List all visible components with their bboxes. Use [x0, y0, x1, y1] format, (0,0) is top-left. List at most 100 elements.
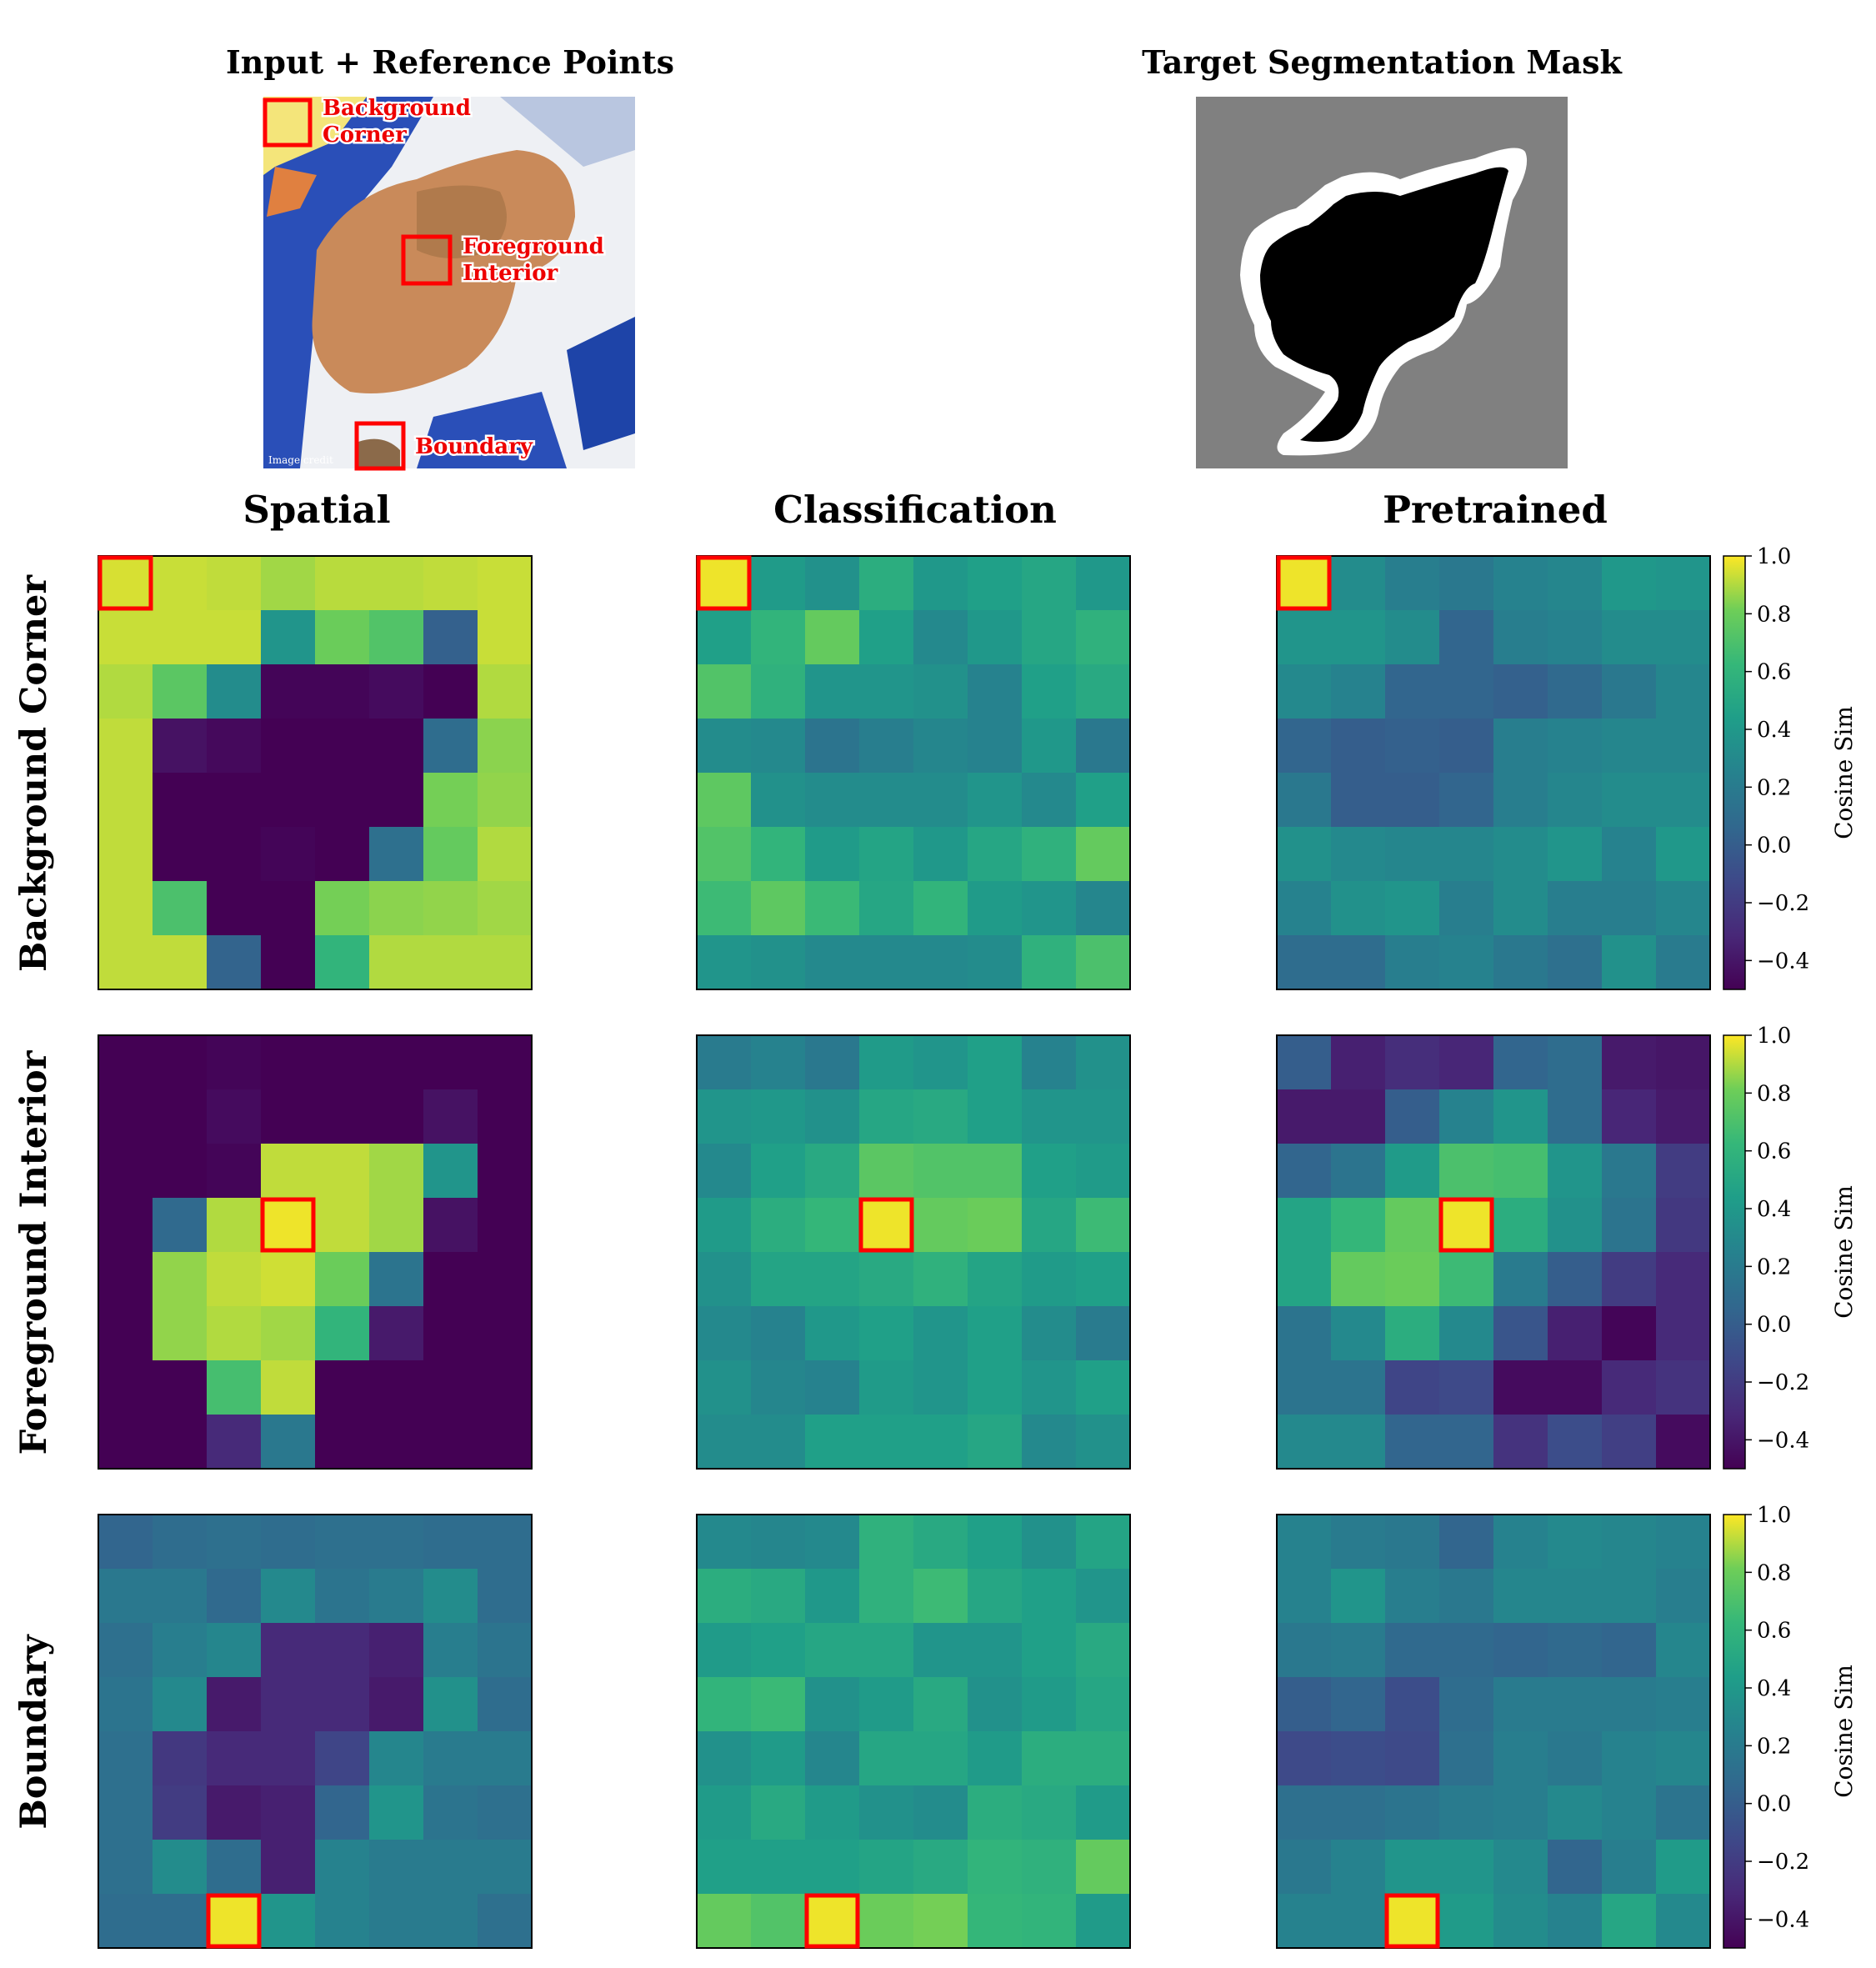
- colorbar-tick-label: −0.4: [1757, 1428, 1809, 1453]
- heatmap-cell: [315, 1035, 370, 1090]
- heatmap-cell: [261, 1198, 316, 1253]
- heatmap-cell: [369, 773, 424, 828]
- image-credit-caption: Image credit: [268, 454, 333, 466]
- heatmap-cell: [859, 719, 914, 774]
- heatmap-cell: [1439, 1306, 1494, 1361]
- colorbar-tick-label: 0.6: [1757, 660, 1791, 685]
- heatmap-cell: [697, 1252, 752, 1307]
- heatmap-cell: [859, 556, 914, 611]
- heatmap-cell: [369, 664, 424, 719]
- heatmap-cell: [913, 773, 968, 828]
- heatmap-cell: [805, 1360, 860, 1415]
- heatmap-cell: [1022, 719, 1077, 774]
- heatmap-cell: [1656, 719, 1711, 774]
- heatmap-cell: [751, 556, 806, 611]
- heatmap-cell: [478, 1144, 533, 1199]
- heatmap-cell: [1493, 1198, 1548, 1253]
- heatmap-cell: [1602, 881, 1657, 936]
- heatmap-cell: [968, 1252, 1023, 1307]
- heatmap-cell: [98, 1785, 153, 1840]
- heatmap-cell: [423, 1306, 478, 1361]
- heatmap-cell: [968, 881, 1023, 936]
- heatmap-cell: [1548, 773, 1603, 828]
- heatmap-cell: [805, 1144, 860, 1199]
- heatmap-cell: [968, 1515, 1023, 1570]
- heatmap-cell: [1022, 1415, 1077, 1470]
- heatmap-cell: [1385, 1623, 1440, 1678]
- heatmap-cell: [805, 881, 860, 936]
- heatmap-cell: [1331, 881, 1386, 936]
- heatmap-cell: [369, 1198, 424, 1253]
- heatmap-cell: [153, 1569, 208, 1624]
- heatmap-cell: [261, 1894, 316, 1949]
- heatmap-cell: [1331, 1785, 1386, 1840]
- reference-cell-highlight: [696, 555, 752, 611]
- heatmap-cell: [98, 1515, 153, 1570]
- heatmap-cell: [423, 1144, 478, 1199]
- heatmap-cell: [1439, 773, 1494, 828]
- heatmap-cell: [207, 935, 262, 990]
- heatmap-cell: [968, 556, 1023, 611]
- heatmap-cell: [1493, 610, 1548, 665]
- heatmap-cell: [859, 1415, 914, 1470]
- colorbar-tick-label: 1.0: [1757, 1024, 1791, 1049]
- heatmap-cell: [1493, 935, 1548, 990]
- heatmap-cell: [98, 1035, 153, 1090]
- heatmap-cell: [1331, 1515, 1386, 1570]
- heatmap-cell: [1656, 1089, 1711, 1144]
- heatmap-cell: [1022, 1144, 1077, 1199]
- heatmap-cell: [1493, 1515, 1548, 1570]
- heatmap-cell: [98, 1894, 153, 1949]
- heatmap-cell: [207, 1677, 262, 1732]
- heatmap-cell: [478, 719, 533, 774]
- colorbar: [1723, 555, 1746, 990]
- reference-cell-highlight: [98, 555, 153, 611]
- heatmap-cell: [1022, 1569, 1077, 1624]
- heatmap-cell: [913, 1415, 968, 1470]
- heatmap-cell: [1548, 935, 1603, 990]
- heatmap-cell: [315, 1785, 370, 1840]
- heatmap-cell: [805, 1894, 860, 1949]
- heatmap-cell: [1022, 1306, 1077, 1361]
- colorbar-tick-label: −0.2: [1757, 1850, 1809, 1875]
- colorbar-tick-label: 0.8: [1757, 1560, 1791, 1585]
- heatmap-cell: [968, 1360, 1023, 1415]
- heatmap-cell: [1385, 1731, 1440, 1786]
- heatmap-cell: [1022, 1894, 1077, 1949]
- heatmap-cell: [697, 881, 752, 936]
- heatmap-cell: [478, 1252, 533, 1307]
- heatmap-cell: [697, 1840, 752, 1895]
- heatmap-cell: [697, 1089, 752, 1144]
- heatmap-cell: [261, 1360, 316, 1415]
- heatmap-cell: [1331, 1198, 1386, 1253]
- heatmap-cell: [1076, 1089, 1131, 1144]
- colorbar-tick-label: 1.0: [1757, 544, 1791, 569]
- heatmap-cell: [751, 1623, 806, 1678]
- heatmap-cell: [1493, 1785, 1548, 1840]
- heatmap-cell: [1656, 773, 1711, 828]
- heatmap-cell: [697, 1415, 752, 1470]
- heatmap-cell: [423, 1840, 478, 1895]
- heatmap-cell: [1385, 1415, 1440, 1470]
- heatmap-cell: [423, 1252, 478, 1307]
- heatmap-cell: [913, 1894, 968, 1949]
- heatmap-cell: [478, 1677, 533, 1732]
- heatmap-cell: [207, 1623, 262, 1678]
- heatmap-cell: [697, 1515, 752, 1570]
- heatmap-cell: [913, 1144, 968, 1199]
- heatmap-cell: [369, 610, 424, 665]
- heatmap-cell: [98, 556, 153, 611]
- heatmap-cell: [1439, 1035, 1494, 1090]
- heatmap-cell: [913, 827, 968, 882]
- heatmap-cell: [1602, 1731, 1657, 1786]
- heatmap-cell: [315, 1569, 370, 1624]
- heatmap-cell: [859, 1360, 914, 1415]
- heatmap-cell: [1656, 1198, 1711, 1253]
- heatmap-cell: [968, 610, 1023, 665]
- heatmap-cell: [1656, 1515, 1711, 1570]
- heatmap-cell: [315, 1894, 370, 1949]
- heatmap-cell: [1548, 1569, 1603, 1624]
- reference-box-boundary: [354, 421, 406, 471]
- heatmap-cell: [1439, 1840, 1494, 1895]
- colorbar-tick-label: −0.2: [1757, 891, 1809, 916]
